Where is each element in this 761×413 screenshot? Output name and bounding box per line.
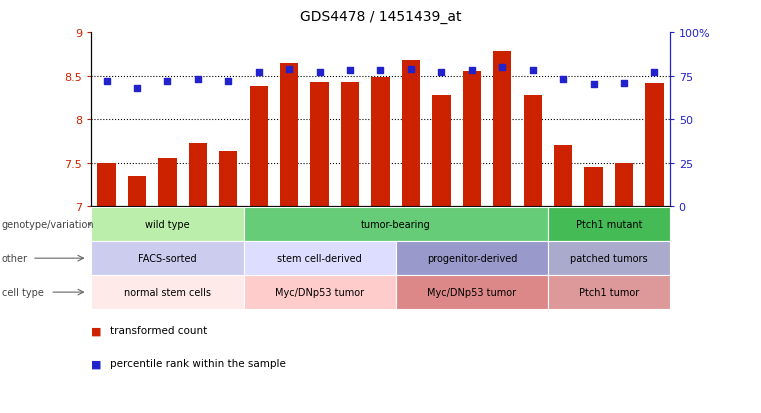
Point — [253, 70, 265, 76]
Point — [405, 66, 417, 73]
Bar — [158, 159, 177, 206]
Text: other: other — [2, 254, 27, 263]
Bar — [280, 63, 298, 206]
Bar — [432, 95, 451, 206]
Bar — [128, 176, 146, 206]
Text: GDS4478 / 1451439_at: GDS4478 / 1451439_at — [300, 10, 461, 24]
Point — [100, 78, 113, 85]
Point — [374, 68, 387, 74]
Point — [587, 82, 600, 88]
Point — [527, 68, 539, 74]
Point — [496, 64, 508, 71]
Text: tumor-bearing: tumor-bearing — [361, 220, 431, 230]
Text: Ptch1 tumor: Ptch1 tumor — [578, 287, 639, 297]
Bar — [310, 83, 329, 206]
Text: cell type: cell type — [2, 287, 43, 297]
Text: ■: ■ — [91, 325, 102, 335]
Bar — [97, 163, 116, 206]
Text: Myc/DNp53 tumor: Myc/DNp53 tumor — [275, 287, 365, 297]
Text: wild type: wild type — [145, 220, 189, 230]
Text: stem cell-derived: stem cell-derived — [277, 254, 362, 263]
Bar — [341, 83, 359, 206]
Point — [648, 70, 661, 76]
Bar — [250, 87, 268, 206]
Point — [192, 76, 204, 83]
Point — [161, 78, 174, 85]
Bar — [584, 168, 603, 206]
Text: ■: ■ — [91, 358, 102, 368]
Bar — [615, 163, 633, 206]
Point — [222, 78, 234, 85]
Bar — [463, 72, 481, 206]
Text: Myc/DNp53 tumor: Myc/DNp53 tumor — [427, 287, 517, 297]
Point — [466, 68, 478, 74]
Point — [344, 68, 356, 74]
Point — [618, 80, 630, 87]
Text: Ptch1 mutant: Ptch1 mutant — [575, 220, 642, 230]
Bar — [371, 78, 390, 206]
Text: percentile rank within the sample: percentile rank within the sample — [110, 358, 286, 368]
Point — [131, 85, 143, 92]
Bar — [554, 146, 572, 206]
Bar — [524, 95, 542, 206]
Point — [314, 70, 326, 76]
Text: patched tumors: patched tumors — [570, 254, 648, 263]
Text: FACS-sorted: FACS-sorted — [138, 254, 197, 263]
Point — [557, 76, 569, 83]
Point — [435, 70, 447, 76]
Text: genotype/variation: genotype/variation — [2, 220, 94, 230]
Bar — [402, 61, 420, 206]
Bar — [189, 144, 207, 206]
Bar — [219, 152, 237, 206]
Text: transformed count: transformed count — [110, 325, 208, 335]
Point — [283, 66, 295, 73]
Bar — [645, 83, 664, 206]
Bar — [493, 52, 511, 206]
Text: normal stem cells: normal stem cells — [124, 287, 211, 297]
Text: progenitor-derived: progenitor-derived — [427, 254, 517, 263]
